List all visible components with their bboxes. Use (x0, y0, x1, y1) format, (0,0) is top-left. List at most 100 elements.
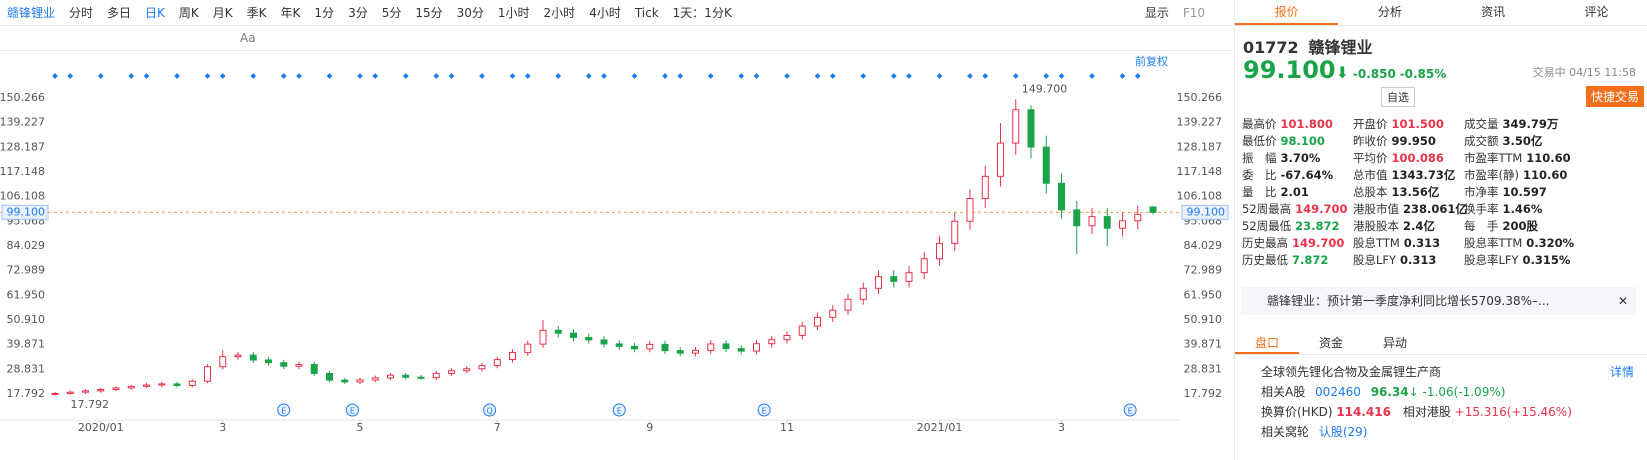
a-change: -1.06(-1.09%) (1422, 385, 1506, 399)
y-tick-label-left: 128.187 (0, 140, 45, 153)
candle-body (1149, 206, 1157, 213)
news-bar[interactable]: 赣锋锂业：预计第一季度净利同比增长5709.38%–... ✕ (1241, 287, 1636, 315)
news[interactable]: 赣锋锂业：预计第一季度净利同比增长5709.38%–... (1267, 294, 1550, 308)
candle-body (1042, 146, 1050, 184)
candle-body (463, 368, 471, 372)
candle-body (402, 374, 410, 378)
event-marker (345, 403, 359, 417)
stat-cell: 成交额 3.50亿 (1464, 133, 1542, 149)
stat-label: 最低价 (1242, 134, 1277, 148)
stat-label: 换手率 (1464, 202, 1499, 216)
rel-value: +15.316(+15.46%) (1454, 405, 1572, 419)
period-tab[interactable]: 2小时 (543, 6, 576, 20)
candle-body (173, 383, 181, 386)
x-tick-label: 2020/01 (78, 421, 124, 434)
hkd-label: 换算价(HKD) (1261, 405, 1333, 419)
candle-body (326, 372, 333, 381)
candle-body (692, 349, 699, 354)
a-code[interactable]: 002460 (1315, 385, 1361, 399)
event-dot (1012, 73, 1019, 79)
sub-tab[interactable]: 资金 (1319, 336, 1344, 350)
candle-body (1103, 216, 1111, 229)
font-tool[interactable]: Aa (240, 31, 256, 45)
adjust-label[interactable]: 前复权 (1135, 54, 1168, 68)
period-tab[interactable]: 日K (145, 6, 165, 20)
stat-value: 349.79万 (1502, 117, 1559, 131)
panel-tab[interactable]: 资讯 (1481, 5, 1506, 19)
stat-cell: 最高价 101.800 (1242, 116, 1333, 132)
warrant-value[interactable]: 认股(29) (1318, 425, 1368, 439)
sub-tab[interactable]: 异动 (1383, 336, 1408, 350)
trade-button[interactable]: 快捷交易 (1585, 86, 1644, 107)
period-tab[interactable]: 多日 (107, 6, 132, 20)
stat-label: 历史最高 (1242, 236, 1288, 250)
candle-body (905, 272, 913, 282)
price-row: 99.100⬇ -0.850 -0.85% (1243, 56, 1447, 84)
candle-body (768, 339, 776, 345)
sub-tab[interactable]: 盘口 (1235, 330, 1300, 354)
period-tab[interactable]: Tick (634, 5, 659, 20)
range-select[interactable]: 1天：1分K (672, 6, 732, 20)
y-tick-label-right: 117.148 (1177, 165, 1223, 178)
period-tab[interactable]: 年K (280, 6, 301, 20)
period-tab[interactable]: 15分 (415, 6, 443, 20)
panel-tab[interactable]: 报价 (1235, 0, 1339, 25)
candle-body (966, 197, 974, 222)
period-tab[interactable]: 分时 (69, 6, 94, 20)
candle-body (890, 276, 898, 282)
candle-body (920, 258, 928, 274)
y-tick-label-right: 17.792 (1184, 387, 1223, 400)
candle-body (249, 354, 257, 361)
last-price-box (1, 204, 49, 220)
period-tab[interactable]: 3分 (348, 6, 368, 20)
candle-body (539, 329, 547, 345)
y-tick-label-right: 61.950 (1184, 288, 1223, 301)
stat-value: 110.60 (1526, 151, 1571, 165)
sub-tabs: 盘口 资金 异动 (1235, 330, 1647, 355)
y-tick-label-left: 61.950 (7, 288, 46, 301)
period-tab[interactable]: 月K (212, 6, 233, 20)
candle-body (204, 366, 211, 382)
period-tab[interactable]: 1分 (314, 6, 335, 20)
period-tab[interactable]: 5分 (381, 6, 402, 20)
y-tick-label-right: 28.831 (1184, 362, 1223, 375)
a-price: 96.34 (1370, 385, 1409, 399)
event-dot (1089, 73, 1095, 79)
period-tab[interactable]: 30分 (456, 6, 484, 20)
stat-value: 0.315% (1522, 253, 1571, 267)
stat-value: -67.64% (1280, 168, 1334, 182)
stat-cell: 成交量 349.79万 (1464, 116, 1558, 132)
watch-button[interactable]: 自选 (1381, 87, 1415, 107)
event-dot (967, 73, 973, 79)
x-tick-label: 2021/01 (917, 421, 963, 434)
candle-body (585, 336, 593, 341)
last-price-box (1181, 204, 1229, 220)
stat-cell: 量 比 2.01 (1242, 184, 1309, 200)
f10[interactable]: F10 (1182, 5, 1205, 20)
stat-label: 量 比 (1242, 185, 1277, 199)
stat-cell: 股息率LFY 0.315% (1464, 252, 1570, 268)
panel-tab[interactable]: 评论 (1584, 5, 1609, 19)
stock-tab[interactable]: 赣锋锂业 (7, 6, 56, 20)
warrant-label: 相关窝轮 (1261, 425, 1310, 439)
event-label: E (617, 407, 622, 416)
stat-value: 100.086 (1391, 151, 1444, 165)
period-tab[interactable]: 周K (178, 6, 199, 20)
y-tick-label-left: 106.108 (0, 190, 45, 203)
display-menu[interactable]: 显示 (1144, 6, 1169, 20)
stat-label: 52周最高 (1242, 202, 1292, 216)
stat-value: 3.50亿 (1502, 134, 1543, 148)
period-tab[interactable]: 4小时 (589, 6, 621, 20)
candle-body (188, 380, 196, 386)
period-tab[interactable]: 季K (246, 6, 267, 20)
stat-label: 股息TTM (1353, 236, 1400, 250)
stat-value: 101.500 (1391, 117, 1444, 131)
event-dot (357, 73, 363, 79)
detail-link[interactable]: 详情 (1609, 365, 1634, 379)
period-tab[interactable]: 1小时 (497, 6, 530, 20)
y-tick-label-left: 39.871 (7, 338, 46, 351)
candle-body (875, 276, 882, 289)
event-label: E (1128, 407, 1133, 416)
panel-tab[interactable]: 分析 (1377, 5, 1402, 19)
event-dot (326, 73, 333, 79)
